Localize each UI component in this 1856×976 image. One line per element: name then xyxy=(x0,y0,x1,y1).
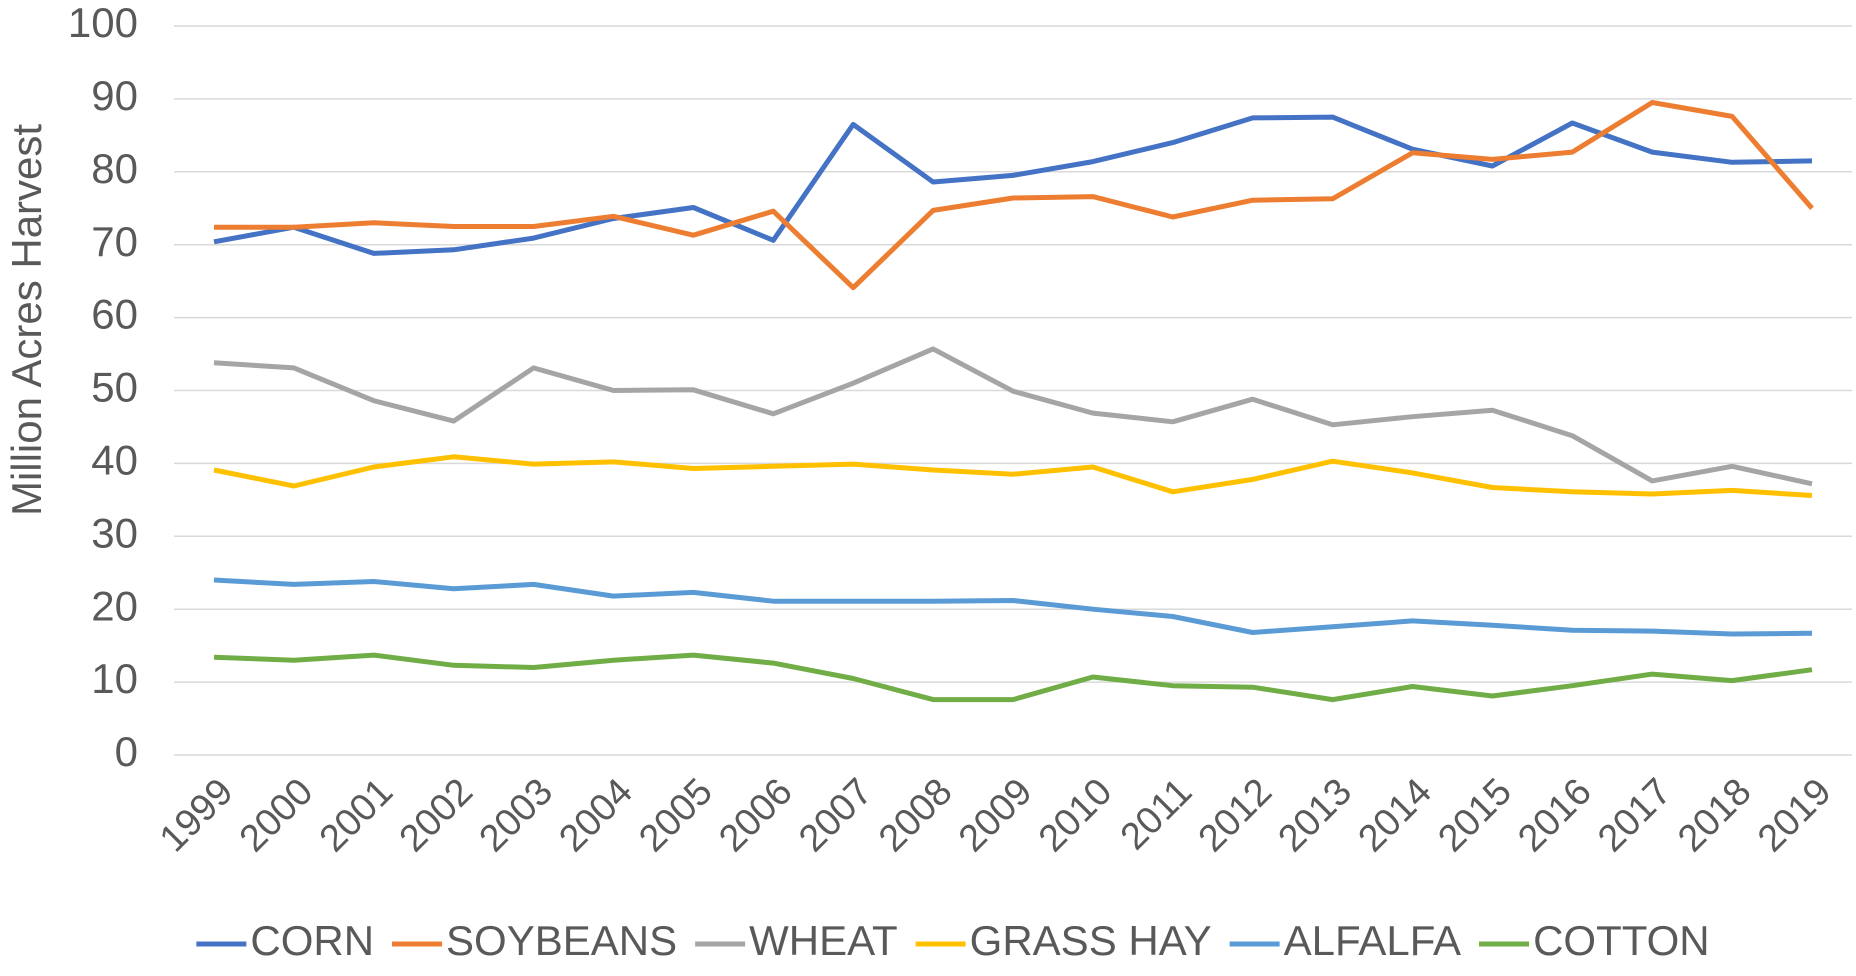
x-tick-label: 2011 xyxy=(1113,771,1200,858)
y-tick-label: 10 xyxy=(91,655,138,702)
y-tick-label: 80 xyxy=(91,145,138,192)
y-tick-label: 40 xyxy=(91,436,138,483)
y-axis-label: Million Acres Harvest xyxy=(3,124,50,516)
y-tick-label: 90 xyxy=(91,72,138,119)
data-line xyxy=(213,346,1813,487)
data-line xyxy=(214,100,1814,291)
data-line xyxy=(213,114,1813,256)
legend-label: SOYBEANS xyxy=(446,917,677,964)
x-tick-label: 2009 xyxy=(951,771,1040,860)
x-tick-label: 2013 xyxy=(1271,771,1360,860)
legend-label: COTTON xyxy=(1533,917,1710,964)
x-tick-label: 2000 xyxy=(232,771,321,860)
x-tick-label: 2010 xyxy=(1031,771,1120,860)
y-tick-label: 60 xyxy=(91,291,138,338)
x-tick-label: 2005 xyxy=(631,771,720,860)
x-tick-label: 2007 xyxy=(791,771,880,860)
x-tick-label: 2001 xyxy=(312,771,401,860)
x-tick-label: 2017 xyxy=(1590,771,1679,860)
x-tick-label: 1999 xyxy=(152,771,241,860)
x-tick-label: 2018 xyxy=(1670,771,1759,860)
legend-label: GRASS HAY xyxy=(970,917,1212,964)
y-tick-label: 50 xyxy=(91,364,138,411)
legend-label: ALFALFA xyxy=(1284,917,1461,964)
y-tick-label: 70 xyxy=(91,218,138,265)
x-tick-label: 2002 xyxy=(392,771,481,860)
x-tick-label: 2012 xyxy=(1191,771,1280,860)
x-tick-label: 2003 xyxy=(472,771,561,860)
x-tick-label: 2008 xyxy=(871,771,960,860)
data-line xyxy=(213,454,1813,498)
legend-label: CORN xyxy=(250,917,374,964)
x-tick-label: 2014 xyxy=(1350,771,1439,860)
y-tick-label: 20 xyxy=(91,582,138,629)
y-tick-label: 100 xyxy=(68,0,138,46)
x-tick-label: 2019 xyxy=(1750,771,1839,860)
y-tick-label: 30 xyxy=(91,509,138,556)
x-tick-label: 2015 xyxy=(1430,771,1519,860)
legend-label: WHEAT xyxy=(749,917,898,964)
x-tick-label: 2006 xyxy=(711,771,800,860)
x-tick-label: 2016 xyxy=(1510,771,1599,860)
x-tick-label: 2004 xyxy=(551,771,640,860)
data-line xyxy=(213,577,1813,637)
data-line xyxy=(213,652,1813,703)
y-tick-label: 0 xyxy=(115,728,138,775)
